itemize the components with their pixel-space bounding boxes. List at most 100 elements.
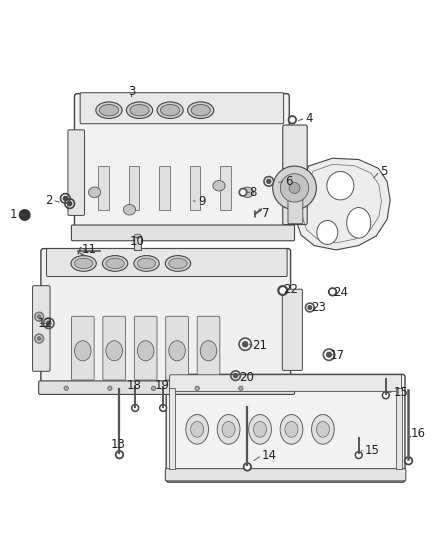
Circle shape (239, 188, 247, 196)
FancyBboxPatch shape (166, 374, 405, 482)
Ellipse shape (239, 386, 243, 391)
FancyBboxPatch shape (68, 130, 85, 215)
Circle shape (233, 374, 237, 378)
Text: 16: 16 (411, 427, 426, 440)
Circle shape (267, 179, 271, 183)
Circle shape (241, 190, 245, 195)
Circle shape (327, 352, 332, 357)
Text: 3: 3 (128, 85, 135, 99)
Circle shape (406, 458, 411, 463)
Ellipse shape (124, 205, 136, 215)
Circle shape (245, 465, 250, 469)
Ellipse shape (187, 102, 214, 118)
Ellipse shape (249, 415, 272, 444)
Ellipse shape (160, 104, 180, 116)
Ellipse shape (134, 234, 141, 238)
Ellipse shape (64, 386, 68, 391)
Ellipse shape (127, 102, 152, 118)
Ellipse shape (280, 415, 303, 444)
Circle shape (278, 286, 288, 295)
FancyBboxPatch shape (71, 316, 94, 380)
Ellipse shape (254, 422, 267, 437)
Ellipse shape (195, 386, 199, 391)
Bar (134, 236, 141, 250)
FancyBboxPatch shape (197, 316, 220, 380)
Ellipse shape (316, 422, 329, 437)
Circle shape (288, 116, 296, 124)
Ellipse shape (71, 256, 96, 271)
Ellipse shape (327, 172, 354, 200)
Ellipse shape (200, 341, 217, 361)
Ellipse shape (138, 258, 155, 269)
Circle shape (67, 201, 72, 206)
Ellipse shape (285, 422, 298, 437)
Bar (396, 388, 403, 469)
Text: 22: 22 (284, 282, 299, 296)
Text: 14: 14 (262, 449, 277, 462)
Ellipse shape (317, 221, 338, 245)
Circle shape (19, 210, 30, 220)
Ellipse shape (280, 174, 309, 202)
Text: 2: 2 (45, 193, 52, 207)
Circle shape (37, 315, 41, 319)
Ellipse shape (273, 166, 316, 210)
Circle shape (355, 451, 362, 458)
FancyBboxPatch shape (80, 93, 284, 124)
Ellipse shape (222, 422, 235, 437)
Ellipse shape (99, 104, 119, 116)
Circle shape (37, 337, 41, 341)
Bar (159, 166, 170, 210)
Circle shape (159, 405, 166, 411)
Circle shape (244, 463, 251, 471)
Circle shape (161, 406, 165, 410)
Text: 18: 18 (127, 379, 142, 392)
Text: 24: 24 (333, 286, 348, 299)
Circle shape (308, 306, 312, 309)
Text: 11: 11 (81, 244, 96, 256)
FancyBboxPatch shape (71, 225, 294, 241)
Ellipse shape (151, 386, 155, 391)
Ellipse shape (186, 415, 208, 444)
FancyBboxPatch shape (166, 316, 188, 380)
Circle shape (117, 453, 122, 457)
FancyBboxPatch shape (170, 375, 402, 391)
Text: 21: 21 (252, 338, 267, 352)
Ellipse shape (169, 341, 185, 361)
Text: 23: 23 (311, 301, 325, 314)
Ellipse shape (191, 104, 210, 116)
Ellipse shape (102, 256, 128, 271)
Ellipse shape (191, 422, 204, 437)
Circle shape (280, 288, 286, 293)
Text: 7: 7 (262, 207, 269, 220)
Ellipse shape (213, 181, 225, 191)
FancyBboxPatch shape (41, 248, 290, 389)
Bar (98, 166, 109, 210)
Circle shape (357, 453, 360, 457)
Ellipse shape (106, 258, 124, 269)
Circle shape (64, 196, 67, 200)
Polygon shape (295, 158, 390, 250)
Ellipse shape (217, 415, 240, 444)
Text: 8: 8 (250, 186, 257, 199)
FancyBboxPatch shape (283, 289, 302, 370)
Text: 10: 10 (130, 235, 145, 248)
Circle shape (328, 288, 336, 296)
FancyBboxPatch shape (39, 381, 294, 394)
Ellipse shape (74, 341, 91, 361)
Text: 1: 1 (10, 208, 17, 222)
Ellipse shape (74, 258, 93, 269)
Ellipse shape (106, 341, 123, 361)
FancyBboxPatch shape (103, 316, 126, 380)
Text: 4: 4 (305, 111, 313, 125)
FancyBboxPatch shape (165, 469, 406, 481)
Ellipse shape (289, 182, 300, 193)
FancyBboxPatch shape (288, 191, 303, 224)
FancyBboxPatch shape (134, 316, 157, 380)
Text: 15: 15 (365, 444, 380, 457)
Text: 13: 13 (111, 438, 126, 451)
Ellipse shape (138, 341, 154, 361)
Bar (169, 388, 175, 469)
Ellipse shape (347, 207, 371, 238)
Circle shape (243, 342, 248, 347)
Circle shape (290, 118, 294, 122)
